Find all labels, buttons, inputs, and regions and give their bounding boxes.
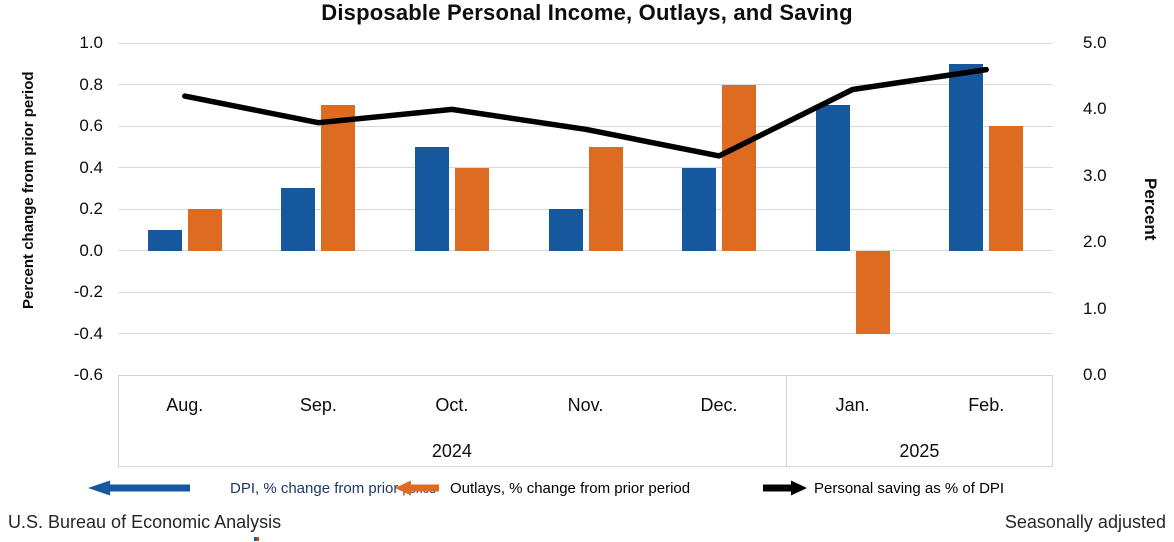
month-label-nov: Nov. <box>567 395 604 415</box>
category-axis-box <box>118 375 1053 467</box>
saving-right-arrow-icon <box>763 480 807 496</box>
legend-item-saving: Personal saving as % of DPI <box>763 477 1004 499</box>
month-label-dec: Dec. <box>700 395 738 415</box>
bar-dpi-Dec <box>682 167 717 251</box>
bar-dpi-Feb <box>949 63 984 251</box>
right-tick-label: 3.0 <box>1083 165 1107 185</box>
bar-dpi-Jan <box>815 105 850 251</box>
left-tick-label: 0.6 <box>79 116 103 135</box>
right-tick-label: 0.0 <box>1083 365 1107 384</box>
bar-outlays-Jan <box>855 250 890 334</box>
month-label-feb: Feb. <box>968 395 1005 415</box>
gridline <box>118 333 1053 334</box>
month-label-jan: Jan. <box>835 395 870 415</box>
legend-label-outlays: Outlays, % change from prior period <box>450 479 691 497</box>
left-tick-label: 0.2 <box>79 199 103 218</box>
right-axis-title: Percent <box>1141 177 1160 241</box>
gridline <box>118 167 1053 168</box>
legend-label-saving: Personal saving as % of DPI <box>814 479 1005 497</box>
bar-outlays-Aug <box>187 209 222 251</box>
bar-dpi-Sep <box>281 188 316 251</box>
month-label-aug: Aug. <box>166 395 204 415</box>
month-label-sep: Sep. <box>299 395 337 415</box>
year-label-2024: 2024 <box>431 441 472 461</box>
left-tick-label: -0.4 <box>73 323 103 343</box>
right-tick-label: 4.0 <box>1083 99 1107 119</box>
bar-dpi-Oct <box>414 146 449 251</box>
footer-source: U.S. Bureau of Economic Analysis <box>8 512 282 532</box>
bar-dpi-Aug <box>147 229 182 251</box>
gridline <box>118 84 1053 85</box>
bar-outlays-Oct <box>454 167 489 251</box>
gridline <box>118 125 1053 127</box>
gridline <box>118 250 1053 251</box>
year-group-divider <box>786 375 787 467</box>
month-label-oct: Oct. <box>435 395 469 415</box>
bar-outlays-Sep <box>321 105 356 251</box>
dpi-left-arrow-icon <box>88 480 190 496</box>
gridline <box>118 208 1053 210</box>
left-tick-label: 0.8 <box>79 74 103 94</box>
bar-outlays-Nov <box>588 146 623 251</box>
page-title: Disposable Personal Income, Outlays, and… <box>321 0 853 25</box>
year-label-2025: 2025 <box>899 441 940 461</box>
bar-dpi-Nov <box>548 209 583 251</box>
bar-outlays-Dec <box>722 84 757 251</box>
left-tick-label: -0.2 <box>73 282 103 301</box>
right-tick-label: 1.0 <box>1083 298 1107 318</box>
right-tick-label: 5.0 <box>1083 33 1107 52</box>
legend-item-dpi: DPI, % change from prior period <box>88 477 436 499</box>
footer-note: Seasonally adjusted <box>1004 512 1166 532</box>
artifact-speck <box>254 537 259 541</box>
left-tick-label: 1.0 <box>79 33 103 52</box>
left-tick-label: -0.6 <box>73 365 103 384</box>
gridline <box>118 42 1053 44</box>
legend-item-outlays: Outlays, % change from prior period <box>395 477 690 499</box>
saving-rate-line <box>182 66 989 159</box>
left-tick-label: 0.4 <box>79 157 103 177</box>
outlays-left-arrow-icon <box>395 480 439 496</box>
legend-label-dpi-main: DPI, % change from prior <box>230 479 399 497</box>
right-tick-label: 2.0 <box>1083 232 1107 252</box>
left-tick-label: 0.0 <box>79 240 103 260</box>
bar-outlays-Feb <box>989 126 1024 251</box>
gridline <box>118 291 1053 293</box>
